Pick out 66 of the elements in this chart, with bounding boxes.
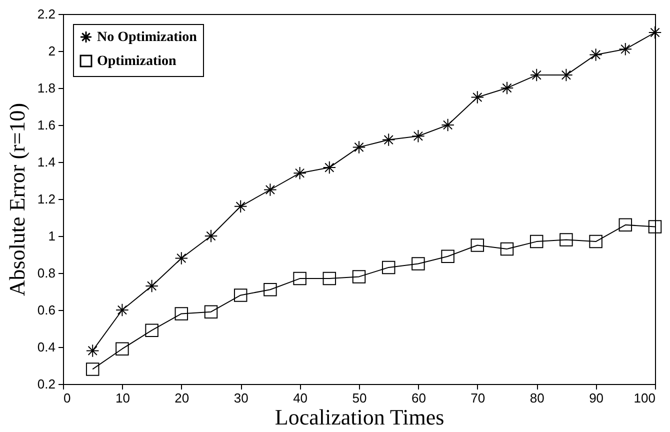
point [618,218,632,232]
x-tick-label: 100 [634,390,656,406]
y-tick-label: 0.4 [37,340,56,354]
point [470,90,484,104]
y-tick-label: 0.2 [37,376,56,392]
y-tick-label: 0.8 [37,266,56,280]
point [86,344,100,358]
point [648,26,662,40]
point [174,307,188,320]
x-tick-label: 0 [64,390,71,406]
x-tick-label: 30 [234,390,248,406]
point [500,81,514,95]
point [530,234,544,248]
point [234,200,248,214]
point [441,250,454,263]
point [500,242,514,256]
point [412,257,425,270]
x-tick-label: 10 [115,390,130,406]
point [116,303,129,317]
point [86,362,100,376]
x-tick-label: 80 [530,390,544,406]
x-tick-label: 60 [411,390,426,406]
point [560,233,573,246]
point [589,234,602,248]
point [264,183,277,196]
point [352,140,366,154]
point [648,220,662,234]
point [145,279,158,293]
y-tick-label: 1.6 [37,118,56,132]
point [530,68,544,82]
point [204,229,218,243]
y-tick-label: 0.6 [37,302,56,318]
point [470,238,484,252]
point [204,305,218,318]
point [382,260,396,274]
point [293,166,306,180]
point [382,133,396,146]
point [352,270,366,284]
point [412,129,425,143]
point [264,283,277,296]
point [322,272,336,286]
x-tick-label: 90 [589,390,604,406]
point [560,68,573,82]
point [322,160,336,174]
point [234,288,248,302]
x-tick-label: 40 [293,390,308,406]
y-tick-label: 1.4 [37,154,56,170]
point [441,118,454,132]
point [293,272,306,286]
point [116,342,129,356]
y-tick-label: 1.8 [37,80,56,96]
x-axis-title: Localization Times [274,404,444,430]
point [145,324,158,337]
y-tick-label: 2 [48,44,56,58]
legend-label: Optimization [97,54,177,69]
y-tick-label: 1 [48,228,56,244]
x-tick-label: 50 [352,390,367,406]
y-axis-title: Absolute Error (r=10) [4,102,30,296]
y-tick-label: 1.2 [37,192,56,206]
point [589,48,602,62]
x-tick-label: 20 [174,390,190,406]
point [174,252,188,265]
legend-label: No Optimization [97,30,198,45]
x-tick-label: 70 [470,390,486,406]
y-tick-label: 2.2 [37,6,56,22]
point [618,42,632,56]
